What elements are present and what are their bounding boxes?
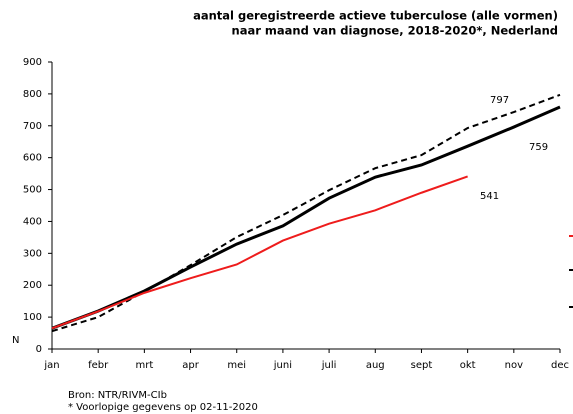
- x-tick-label: aug: [366, 360, 385, 371]
- x-tick-label: mei: [227, 360, 246, 371]
- x-tick-label: febr: [88, 360, 109, 371]
- y-tick-label: 900: [23, 57, 42, 68]
- y-tick-label: 300: [23, 248, 42, 259]
- chart-title: aantal geregistreerde actieve tuberculos…: [193, 9, 558, 23]
- y-tick-label: 200: [23, 280, 42, 291]
- footnote: * Voorlopige gegevens op 02-11-2020: [68, 402, 258, 413]
- x-tick-label: mrt: [135, 360, 153, 371]
- x-tick-label: apr: [182, 360, 199, 371]
- x-tick-label: jan: [43, 360, 59, 371]
- series-line: [51, 105, 561, 330]
- data-label: 797: [490, 95, 509, 106]
- y-tick-label: 0: [36, 344, 42, 355]
- y-axis-label: N: [12, 335, 19, 346]
- chart-title: naar maand van diagnose, 2018-2020*, Ned…: [232, 24, 558, 38]
- y-tick-label: 500: [23, 185, 42, 196]
- y-tick-label: 600: [23, 153, 42, 164]
- x-tick-label: okt: [460, 360, 476, 371]
- y-tick-label: 800: [23, 89, 42, 100]
- x-tick-label: nov: [505, 360, 523, 371]
- series-line: [51, 175, 468, 330]
- x-tick-label: sept: [411, 360, 433, 371]
- x-tick-label: juli: [321, 360, 337, 371]
- y-tick-label: 700: [23, 121, 42, 132]
- data-label: 541: [480, 191, 499, 202]
- x-tick-label: juni: [273, 360, 292, 371]
- y-tick-label: 100: [23, 312, 42, 323]
- y-tick-label: 400: [23, 216, 42, 227]
- source-note: Bron: NTR/RIVM-CIb: [68, 390, 167, 401]
- data-label: 759: [529, 142, 548, 153]
- x-tick-label: dec: [551, 360, 569, 371]
